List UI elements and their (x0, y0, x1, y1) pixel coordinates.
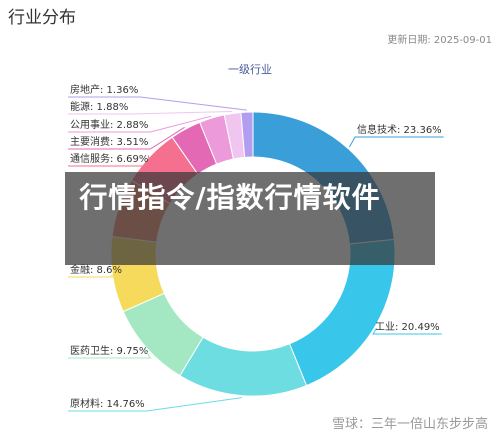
leader-line (349, 136, 444, 148)
leader-line (68, 111, 233, 115)
update-date: 更新日期: 2025-09-01 (387, 33, 492, 46)
donut-slice (240, 111, 254, 158)
slice-label: 医药卫生: 9.75% (70, 344, 148, 357)
banner-text: 行情指令/指数行情软件 (79, 181, 381, 214)
chart-title: 一级行业 (228, 63, 272, 76)
slice-label: 房地产: 1.36% (70, 83, 138, 96)
donut-slice (179, 336, 308, 397)
leader-line (68, 397, 242, 412)
slice-label: 能源: 1.88% (70, 100, 128, 113)
slice-label: 公用事业: 2.88% (70, 118, 148, 131)
slice-label: 原材料: 14.76% (70, 397, 145, 410)
leader-line (68, 126, 185, 150)
slice-label: 主要消费: 3.51% (70, 135, 148, 148)
slice-label: 通信服务: 6.69% (70, 152, 148, 165)
leader-line (68, 155, 151, 167)
leader-line (68, 274, 125, 278)
banner: 行情指令/指数行情软件 (65, 172, 435, 265)
leader-line (68, 349, 152, 359)
slice-label: 信息技术: 23.36% (357, 123, 442, 136)
slice-label: 工业: 20.49% (375, 321, 440, 333)
slice-label: 金融: 8.6% (70, 263, 122, 276)
leader-line (68, 115, 212, 133)
page-title: 行业分布 (8, 8, 76, 28)
watermark: 雪球：三年一倍山东步步高 (331, 417, 488, 432)
leader-line (68, 96, 247, 111)
leader-line (372, 327, 442, 335)
